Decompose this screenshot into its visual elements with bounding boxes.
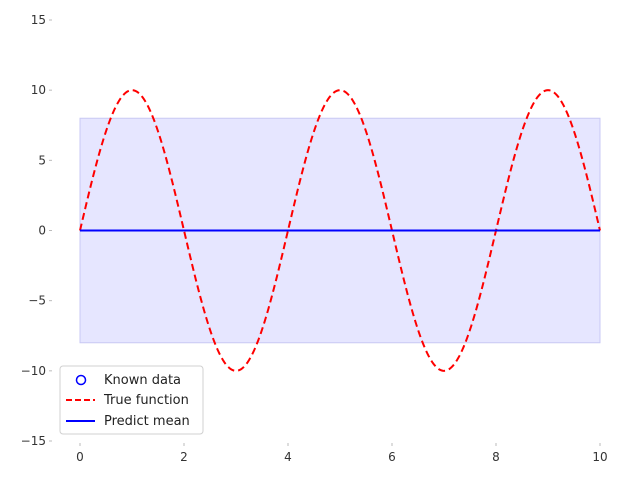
y-tick-label: −10: [21, 364, 46, 378]
x-axis-ticks: 0 2 4 6 8 10: [76, 443, 608, 464]
y-tick-label: 15: [31, 13, 46, 27]
legend-known-data-label: Known data: [104, 373, 181, 388]
y-tick-label: −5: [28, 294, 46, 308]
series-true-function-line: [79, 89, 601, 372]
y-tick-label: 0: [38, 224, 46, 238]
x-tick-label: 2: [180, 450, 188, 464]
y-tick-label: −15: [21, 434, 46, 448]
y-axis-ticks: 15 10 5 0 −5 −10 −15: [21, 13, 52, 448]
y-tick-label: 10: [31, 83, 46, 97]
y-tick-label: 5: [38, 153, 46, 167]
x-tick-label: 0: [76, 450, 84, 464]
legend-true-function-label: True function: [103, 393, 189, 408]
legend-box: [59, 365, 204, 435]
legend-known-data-marker: [75, 374, 87, 386]
x-tick-label: 10: [592, 450, 607, 464]
legend: Known data True function Predict mean: [59, 365, 204, 435]
legend-predict-mean-label: Predict mean: [104, 414, 190, 429]
series-layer: [79, 89, 601, 372]
x-tick-label: 8: [492, 450, 500, 464]
x-tick-label: 4: [284, 450, 292, 464]
x-tick-label: 6: [388, 450, 396, 464]
